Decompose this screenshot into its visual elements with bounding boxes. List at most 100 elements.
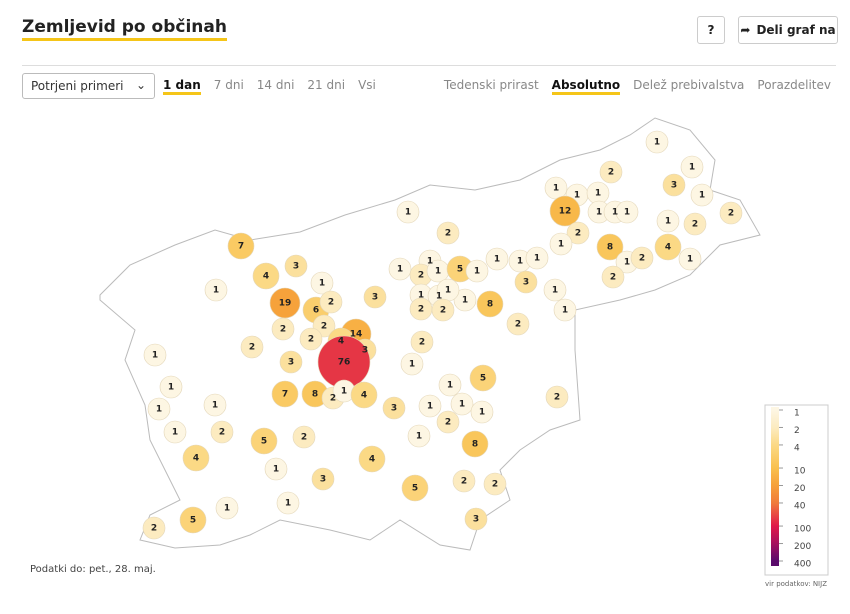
municipality-value: 1 (418, 291, 424, 301)
municipality (210, 420, 234, 444)
mode-tab[interactable]: Absolutno (551, 78, 621, 95)
municipality-value: 4 (361, 391, 367, 401)
municipality-value: 1 (341, 387, 347, 397)
share-label: Deli graf na (756, 23, 836, 37)
municipality (452, 469, 476, 493)
municipality-value: 2 (418, 305, 424, 315)
municipality-value: 1 (416, 432, 422, 442)
municipality-value: 1 (459, 400, 465, 410)
legend-bar (771, 407, 779, 566)
municipality (476, 290, 504, 318)
municipality-value: 2 (308, 335, 314, 345)
municipality-value: 2 (575, 229, 581, 239)
municipality-value: 1 (213, 286, 219, 296)
mode-tab[interactable]: Porazdelitev (757, 78, 831, 92)
period-tab[interactable]: 1 dan (163, 78, 201, 95)
municipality (418, 394, 442, 418)
municipality (252, 262, 280, 290)
municipality-value: 2 (445, 418, 451, 428)
municipality-value: 1 (447, 381, 453, 391)
municipality-value: 2 (692, 220, 698, 230)
municipality-value: 2 (492, 480, 498, 490)
municipality-value: 1 (517, 257, 523, 267)
municipality-value: 1 (595, 189, 601, 199)
municipality-value: 1 (156, 405, 162, 415)
municipality (401, 474, 429, 502)
municipality (485, 247, 509, 271)
municipality-value: 1 (427, 402, 433, 412)
municipality-value: 2 (280, 325, 286, 335)
period-tab[interactable]: Vsi (358, 78, 376, 92)
municipality (350, 381, 378, 409)
period-tab[interactable]: 21 dni (307, 78, 346, 92)
municipality (271, 380, 299, 408)
municipality-value: 1 (435, 267, 441, 277)
municipality-value: 1 (665, 217, 671, 227)
municipality (465, 259, 489, 283)
updated-note: Podatki do: pet., 28. maj. (30, 564, 156, 575)
municipality-value: 1 (445, 286, 451, 296)
municipality (549, 195, 581, 227)
municipality (388, 257, 412, 281)
municipality (363, 285, 387, 309)
municipality (250, 427, 278, 455)
municipality (615, 200, 639, 224)
municipality (553, 298, 577, 322)
share-button[interactable]: ➦ Deli graf na (738, 16, 838, 44)
municipality-value: 7 (282, 390, 288, 400)
municipality-value: 2 (151, 524, 157, 534)
municipality-value: 2 (610, 273, 616, 283)
metric-select[interactable]: Potrjeni primeri ⌄ (22, 73, 155, 99)
municipality (470, 400, 494, 424)
municipality (469, 364, 497, 392)
select-label: Potrjeni primeri (31, 79, 124, 93)
municipality (431, 298, 455, 322)
municipality-value: 1 (436, 292, 442, 302)
municipality (438, 373, 462, 397)
mode-tab[interactable]: Delež prebivalstva (633, 78, 745, 92)
municipality (292, 425, 316, 449)
municipality (483, 472, 507, 496)
municipality-value: 1 (397, 265, 403, 275)
period-tab[interactable]: 7 dni (213, 78, 244, 92)
period-tab[interactable]: 14 dni (256, 78, 295, 92)
legend-label: 2 (794, 426, 800, 436)
legend-label: 40 (794, 501, 806, 511)
municipality-value: 4 (263, 272, 269, 282)
mode-tab[interactable]: Tedenski prirast (443, 78, 539, 92)
legend: 1 2 4 10 20 40 100 200 400 (779, 409, 811, 570)
municipality-value: 8 (607, 243, 613, 253)
municipality (203, 393, 227, 417)
municipality-value: 5 (457, 265, 463, 275)
municipality (719, 201, 743, 225)
municipality (680, 155, 704, 179)
municipality-value: 8 (487, 300, 493, 310)
legend-label: 100 (794, 525, 811, 535)
municipality-value: 1 (152, 351, 158, 361)
municipality-value: 2 (418, 271, 424, 281)
municipality-value: 2 (219, 428, 225, 438)
municipality-value: 3 (523, 278, 529, 288)
municipality (310, 271, 334, 295)
municipality-value: 1 (687, 255, 693, 265)
title: Zemljevid po občinah (22, 17, 227, 41)
municipality-value: 2 (328, 298, 334, 308)
municipality-value: 8 (312, 390, 318, 400)
help-button[interactable]: ? (697, 16, 725, 44)
municipality-value: 1 (474, 267, 480, 277)
municipality (204, 278, 228, 302)
municipality-value: 1 (409, 360, 415, 370)
municipality (683, 212, 707, 236)
municipality-value: 2 (728, 209, 734, 219)
municipality-value: 2 (639, 254, 645, 264)
municipality-value: 2 (608, 168, 614, 178)
legend-label: 1 (794, 409, 800, 419)
municipality-value: 3 (391, 404, 397, 414)
municipality-value: 1 (168, 383, 174, 393)
municipality (453, 288, 477, 312)
municipality (596, 233, 624, 261)
municipality-value: 1 (558, 240, 564, 250)
municipality-value: 5 (261, 437, 267, 447)
municipality (525, 246, 549, 270)
